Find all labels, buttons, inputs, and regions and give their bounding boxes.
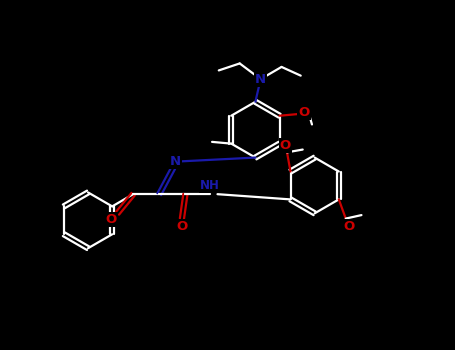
Text: O: O: [106, 213, 117, 226]
Text: O: O: [176, 220, 187, 233]
Text: NH: NH: [200, 179, 220, 192]
Text: N: N: [169, 155, 181, 168]
Text: N: N: [255, 73, 266, 86]
Text: O: O: [298, 106, 309, 119]
Text: O: O: [280, 139, 291, 152]
Text: O: O: [344, 220, 355, 233]
